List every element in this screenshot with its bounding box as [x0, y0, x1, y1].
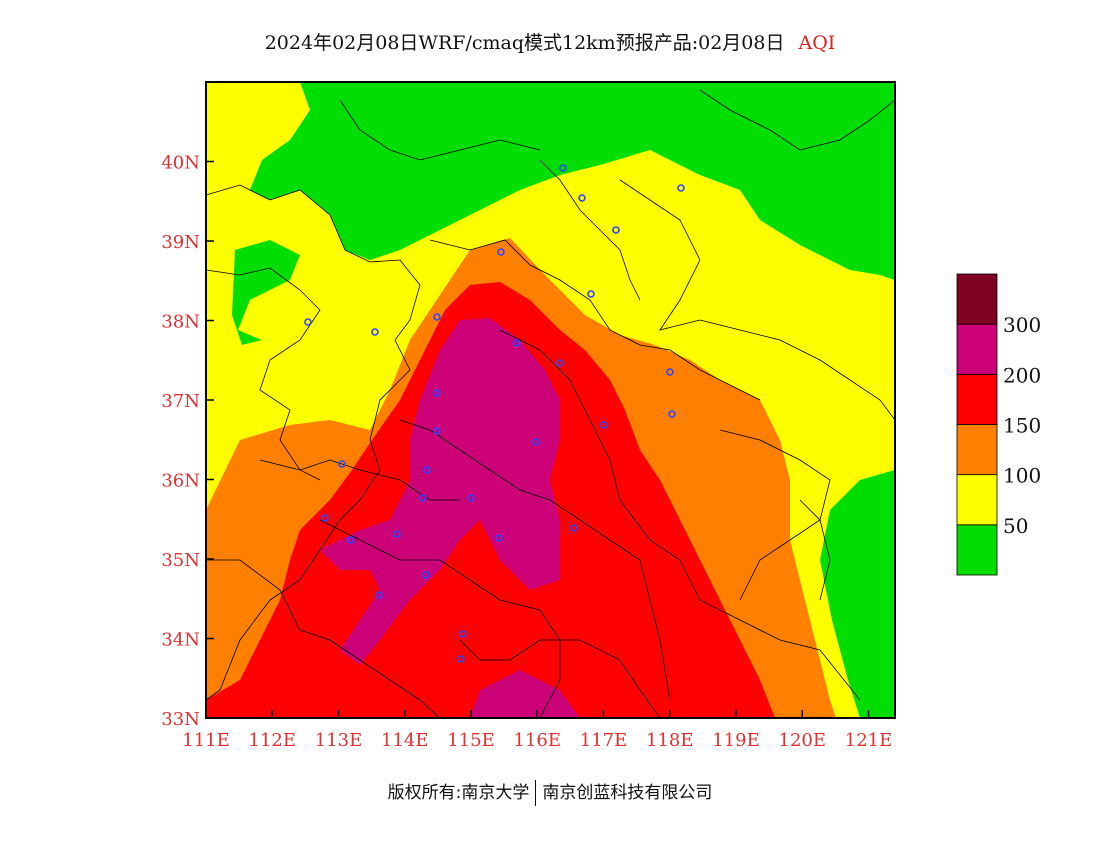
city-marker [321, 514, 329, 522]
city-marker [304, 318, 312, 326]
lon-tick-label: 111E [182, 730, 230, 751]
city-marker [666, 368, 674, 376]
legend-label: 50 [1003, 514, 1028, 538]
city-marker [495, 534, 503, 542]
city-marker [578, 194, 586, 202]
lon-tick-label: 112E [249, 730, 297, 751]
aqi-zone-good-north [250, 82, 895, 280]
lon-tick-label: 113E [315, 730, 363, 751]
lat-tick-label: 34N [161, 630, 200, 651]
lon-tick-label: 117E [580, 730, 628, 751]
copyright-footer: 版权所有:南京大学 南京创蓝科技有限公司 [0, 778, 1100, 806]
city-marker [459, 630, 467, 638]
lon-tick-label: 121E [845, 730, 893, 751]
city-marker [513, 339, 521, 347]
aqi-zone-very-unhealthy-south [470, 670, 580, 718]
city-marker [375, 591, 383, 599]
legend-label: 100 [1003, 464, 1041, 488]
city-marker [393, 530, 401, 538]
lat-tick-label: 39N [161, 232, 200, 253]
lat-tick-label: 35N [161, 550, 200, 571]
copyright-owner: 版权所有:南京大学 [387, 783, 530, 803]
city-marker [347, 536, 355, 544]
latitude-axis: 40N 39N 38N 37N 36N 35N 34N 33N [161, 153, 214, 730]
lat-tick-label: 40N [161, 153, 200, 174]
footer-separator [535, 780, 537, 806]
city-marker [668, 410, 676, 418]
city-marker [433, 427, 441, 435]
city-marker [556, 359, 564, 367]
lon-tick-label: 118E [646, 730, 694, 751]
city-marker [371, 328, 379, 336]
lon-tick-label: 115E [447, 730, 495, 751]
city-marker [457, 655, 465, 663]
lat-tick-label: 36N [161, 471, 200, 492]
legend-label: 200 [1003, 363, 1041, 387]
lon-tick-label: 116E [514, 730, 562, 751]
city-marker [433, 313, 441, 321]
lon-tick-label: 114E [381, 730, 429, 751]
aqi-zone-good-west [232, 240, 300, 345]
legend-swatch [956, 273, 998, 325]
lon-tick-label: 120E [779, 730, 827, 751]
legend-swatch [956, 373, 998, 425]
aqi-fill-layer [206, 82, 895, 718]
legend-label: 150 [1003, 414, 1041, 438]
copyright-company: 南京创蓝科技有限公司 [542, 783, 713, 803]
city-marker [422, 571, 430, 579]
longitude-axis: 111E 112E 113E 114E 115E 116E 117E 118E 119E 120E… [182, 710, 892, 751]
city-marker [587, 290, 595, 298]
city-marker [612, 226, 620, 234]
legend-swatch [956, 524, 998, 576]
lat-tick-label: 37N [161, 391, 200, 412]
lat-tick-label: 38N [161, 312, 200, 333]
city-marker [559, 164, 567, 172]
aqi-zone-good-southeast [820, 470, 895, 718]
lon-tick-label: 119E [712, 730, 760, 751]
city-marker [570, 524, 578, 532]
city-marker [532, 438, 540, 446]
aqi-zone-very-unhealthy [320, 318, 560, 665]
boundary-lines [206, 89, 895, 718]
city-marker [467, 494, 475, 502]
map-title-variable: AQI [798, 32, 836, 54]
city-marker [600, 421, 608, 429]
map-title: 2024年02月08日WRF/cmaq模式12km预报产品:02月08日 AQI [0, 28, 1100, 55]
lat-tick-label: 33N [161, 709, 200, 730]
city-marker [497, 248, 505, 256]
city-marker [419, 494, 427, 502]
city-marker [423, 466, 431, 474]
city-marker [338, 460, 346, 468]
city-markers [304, 164, 685, 663]
city-marker [433, 389, 441, 397]
city-marker [677, 184, 685, 192]
legend-swatch [956, 424, 998, 476]
legend-swatch [956, 323, 998, 375]
legend-swatch [956, 474, 998, 526]
aqi-legend: 50 100 150 200 300 [956, 273, 1041, 576]
legend-label: 300 [1003, 313, 1041, 337]
map-title-main: 2024年02月08日WRF/cmaq模式12km预报产品:02月08日 [264, 32, 785, 54]
